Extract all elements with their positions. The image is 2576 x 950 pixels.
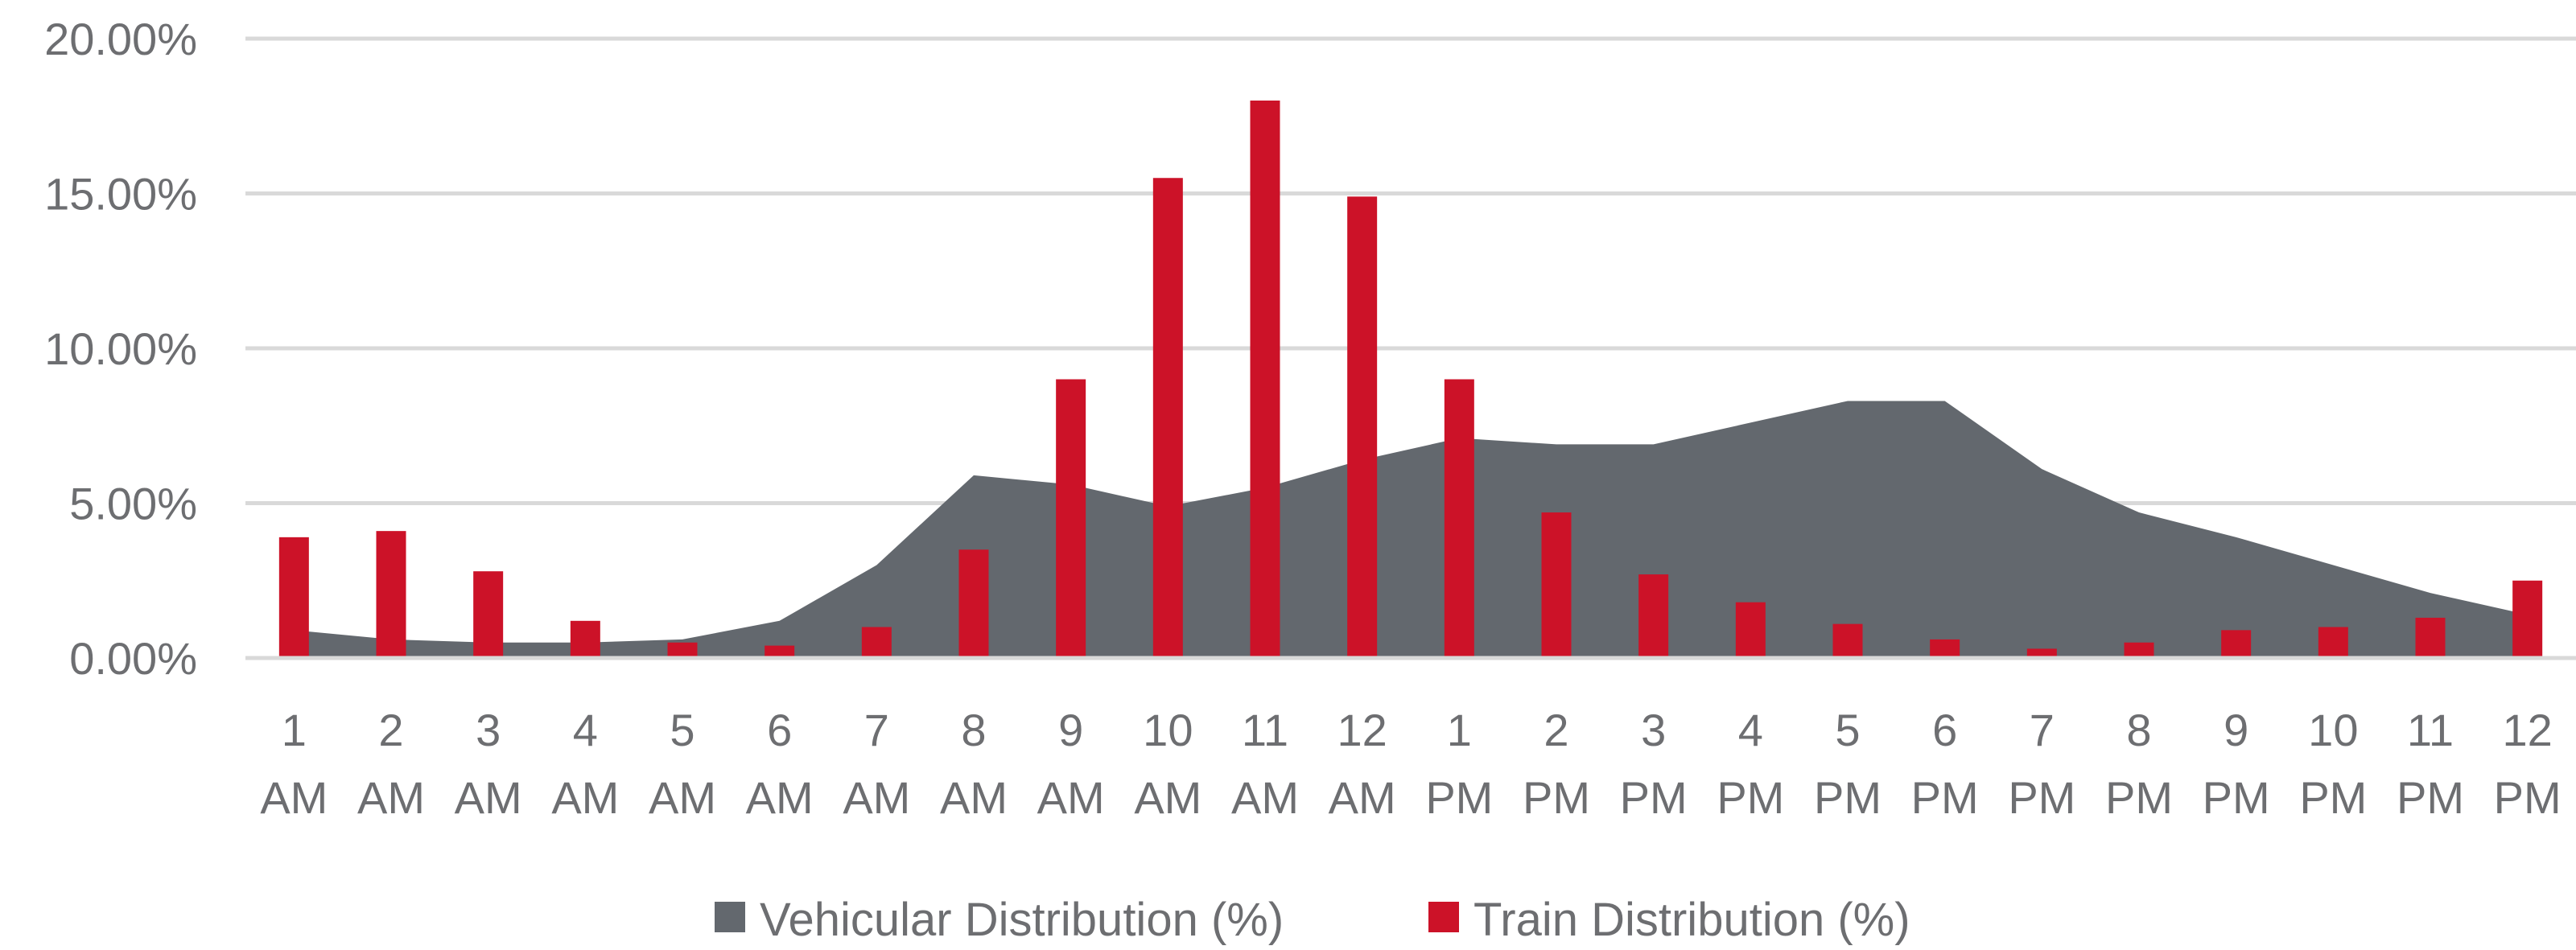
x-tick-label: 1 xyxy=(282,705,307,755)
x-tick-label: AM xyxy=(260,772,328,823)
train-bar xyxy=(667,642,698,658)
x-tick-label: 1 xyxy=(1447,705,1472,755)
y-tick-label: 15.00% xyxy=(44,169,197,220)
x-tick-label: PM xyxy=(1911,772,1979,823)
x-tick-label: AM xyxy=(455,772,522,823)
x-tick-label: PM xyxy=(1620,772,1688,823)
x-tick-label: 9 xyxy=(1058,705,1083,755)
train-bar xyxy=(861,627,892,658)
x-tick-label: PM xyxy=(2299,772,2367,823)
y-tick-label: 0.00% xyxy=(69,633,197,684)
x-tick-label: AM xyxy=(1231,772,1299,823)
train-bar xyxy=(2124,642,2154,658)
x-tick-label: 11 xyxy=(1242,705,1288,755)
x-tick-label: 10 xyxy=(2308,705,2358,755)
train-bar xyxy=(1250,101,1280,658)
train-bar xyxy=(1444,379,1474,658)
x-tick-label: PM xyxy=(2105,772,2173,823)
x-tick-label: PM xyxy=(2203,772,2270,823)
train-bar xyxy=(376,531,406,658)
gridlines xyxy=(245,36,2576,505)
y-tick-label: 5.00% xyxy=(69,479,197,529)
x-tick-label: 7 xyxy=(2030,705,2055,755)
y-tick-label: 10.00% xyxy=(44,323,197,374)
train-bar xyxy=(2512,580,2543,658)
x-tick-label: AM xyxy=(1037,772,1105,823)
y-tick-label: 20.00% xyxy=(44,14,197,64)
x-tick-label: 5 xyxy=(670,705,694,755)
x-tick-label: 6 xyxy=(767,705,792,755)
legend-label: Train Distribution (%) xyxy=(1473,894,1910,946)
x-tick-label: PM xyxy=(2494,772,2562,823)
x-tick-label: AM xyxy=(1329,772,1396,823)
x-tick-label: 2 xyxy=(378,705,403,755)
train-bar xyxy=(2318,627,2348,658)
x-tick-label: 3 xyxy=(1641,705,1666,755)
x-tick-label: 9 xyxy=(2224,705,2248,755)
x-tick-label: 5 xyxy=(1835,705,1860,755)
train-bar xyxy=(2415,617,2446,658)
x-tick-label: 4 xyxy=(573,705,598,755)
legend-item-train: Train Distribution (%) xyxy=(1428,894,1910,946)
train-bar xyxy=(570,620,600,658)
train-bar-series xyxy=(278,101,2543,659)
vehicular-area-series xyxy=(294,401,2528,658)
x-tick-label: 4 xyxy=(1738,705,1763,755)
x-tick-label: AM xyxy=(649,772,716,823)
train-bar xyxy=(1347,196,1378,659)
x-tick-label: 10 xyxy=(1143,705,1193,755)
x-tick-label: PM xyxy=(1523,772,1590,823)
train-bar xyxy=(1735,602,1766,658)
x-tick-label: 12 xyxy=(1337,705,1387,755)
x-tick-label: PM xyxy=(1425,772,1493,823)
x-tick-label: 8 xyxy=(961,705,986,755)
x-tick-label: 2 xyxy=(1544,705,1568,755)
train-bar xyxy=(2026,648,2057,658)
legend-swatch xyxy=(715,902,745,932)
x-tick-label: PM xyxy=(1814,772,1882,823)
x-tick-label: 12 xyxy=(2503,705,2553,755)
x-tick-label: 11 xyxy=(2407,705,2454,755)
train-bar xyxy=(765,645,795,658)
legend-label: Vehicular Distribution (%) xyxy=(760,894,1284,946)
train-bar xyxy=(473,571,504,658)
x-tick-label: AM xyxy=(843,772,910,823)
train-bar xyxy=(2221,630,2252,658)
train-bar xyxy=(958,549,989,658)
x-tick-label: AM xyxy=(551,772,619,823)
x-tick-label: AM xyxy=(1134,772,1201,823)
x-tick-label: PM xyxy=(1717,772,1784,823)
train-bar xyxy=(278,537,309,658)
vehicular-area xyxy=(294,401,2528,658)
x-tick-label: AM xyxy=(357,772,425,823)
x-tick-label: PM xyxy=(2008,772,2075,823)
x-tick-label: 8 xyxy=(2126,705,2151,755)
x-tick-label: PM xyxy=(2397,772,2464,823)
x-tick-label: 7 xyxy=(864,705,889,755)
train-bar xyxy=(1930,639,1960,658)
train-bar xyxy=(1832,623,1863,658)
axes: 0.00% 5.00% 10.00% 15.00% 20.00% 1 AM 2 AM 3 AM 4 AM… xyxy=(44,14,2576,823)
x-tick-label: AM xyxy=(746,772,814,823)
legend: Vehicular Distribution (%) Train Distribu… xyxy=(715,894,1910,946)
legend-swatch xyxy=(1428,902,1459,932)
train-bar xyxy=(1056,379,1086,658)
x-tick-label: 3 xyxy=(476,705,501,755)
legend-item-vehicular: Vehicular Distribution (%) xyxy=(715,894,1284,946)
train-bar xyxy=(1152,178,1183,658)
train-bar xyxy=(1541,512,1572,658)
train-bar xyxy=(1638,574,1669,658)
x-tick-label: AM xyxy=(940,772,1008,823)
x-tick-label: 6 xyxy=(1932,705,1957,755)
